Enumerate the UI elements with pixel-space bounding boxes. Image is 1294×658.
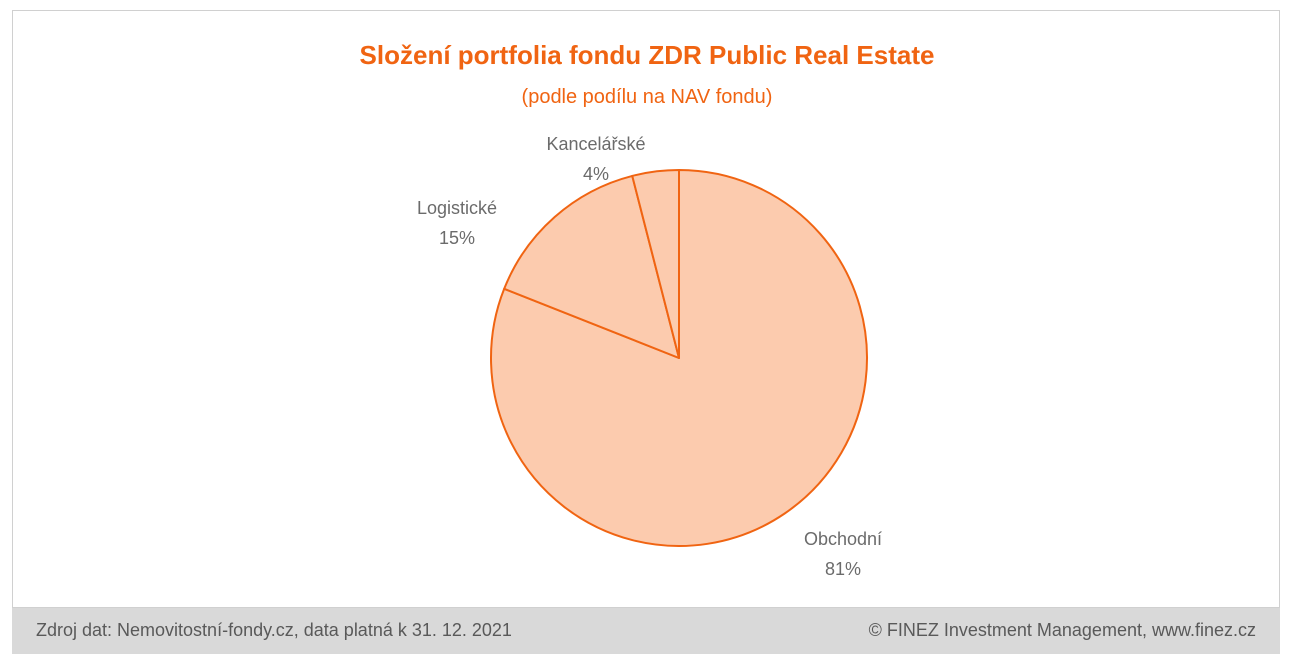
- footer-copyright: © FINEZ Investment Management, www.finez…: [868, 620, 1256, 640]
- footer-source: Zdroj dat: Nemovitostní-fondy.cz, data p…: [36, 620, 512, 640]
- slice-label-1: Obchodní: [804, 529, 882, 549]
- pie-slice-2: [503, 174, 680, 359]
- slice-value-label-2: 15%: [439, 228, 475, 248]
- slice-value-label-3: 4%: [583, 164, 609, 184]
- pie-chart: Obchodní 81% Logistické 15% Kancelářské 4%: [417, 134, 882, 579]
- footer-bar: Zdroj dat: Nemovitostní-fondy.cz, data p…: [12, 608, 1280, 654]
- pie-slice-3: [631, 169, 680, 359]
- chart-title: Složení portfolia fondu ZDR Public Real …: [359, 40, 935, 70]
- slice-label-2: Logistické: [417, 198, 497, 218]
- chart-subtitle: (podle podílu na NAV fondu): [521, 86, 773, 108]
- slice-value-label-1: 81%: [825, 559, 861, 579]
- slice-label-3: Kancelářské: [546, 134, 645, 154]
